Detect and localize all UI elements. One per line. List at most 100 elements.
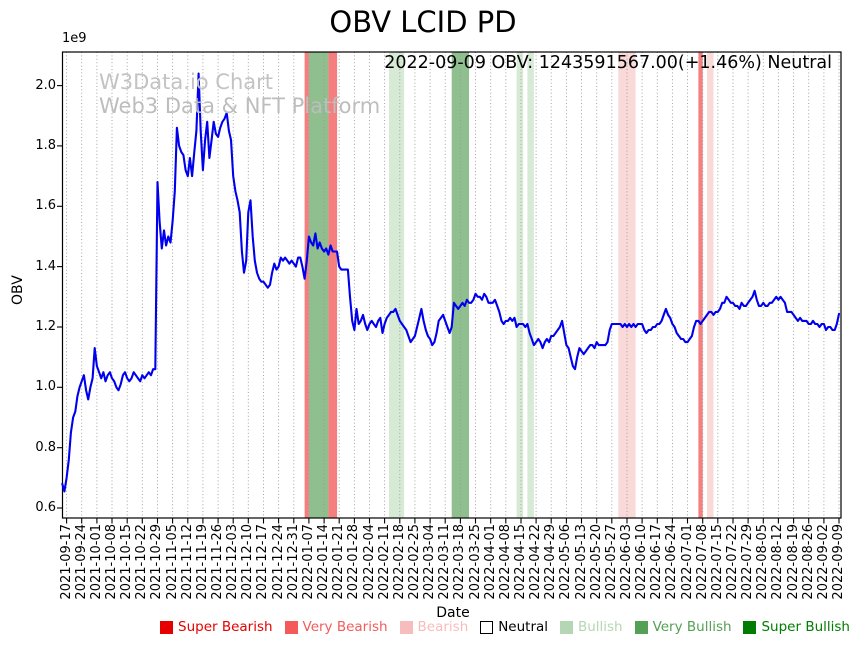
legend-swatch [160,620,173,634]
x-tick-label: 2022-08-26 [800,524,816,600]
x-tick-label: 2022-02-18 [391,524,407,600]
y-tick-label: 1.2 [35,318,56,334]
signal-band-very-bearish [698,52,703,518]
x-tick-label: 2021-10-22 [134,524,150,600]
x-tick-label: 2022-04-15 [512,524,528,600]
x-tick-label: 2021-12-03 [225,524,241,600]
x-tick-label: 2022-07-01 [679,524,695,600]
x-tick-label: 2022-02-04 [361,524,377,600]
x-tick-label: 2021-11-26 [210,524,226,600]
x-tick-label: 2022-07-22 [724,524,740,600]
x-tick-label: 2022-01-21 [331,524,347,600]
watermark-line2: Web3 Data & NFT Platform [99,94,381,118]
legend-label: Bearish [417,619,469,635]
x-tick-label: 2022-08-05 [755,524,771,600]
signal-legend: Super Bearish Very Bearish Bearish Neutral B… [160,619,850,635]
x-tick-label: 2022-01-07 [300,524,316,600]
x-tick-label: 2022-06-24 [664,524,680,600]
x-tick-label: 2022-07-29 [740,524,756,600]
x-tick-label: 2022-07-08 [694,524,710,600]
x-tick-label: 2022-02-25 [406,524,422,600]
watermark-line1: W3Data.io Chart [99,70,274,94]
x-tick-label: 2021-11-19 [194,524,210,600]
signal-band-very-bullish [451,52,469,518]
legend-swatch [284,620,298,634]
y-axis-title: OBV [10,275,26,305]
legend-label: Neutral [498,619,549,635]
y-tick-label: 0.6 [35,500,56,515]
legend-label: Super Bearish [178,619,273,635]
x-tick-label: 2022-02-11 [376,524,392,600]
legend-label: Super Bullish [761,619,850,635]
signal-band-bearish [618,52,636,518]
plot-frame [61,51,842,519]
signal-band-very-bullish [308,52,329,518]
signal-band-bullish [389,52,405,518]
x-tick-label: 2021-09-17 [58,524,74,600]
x-tick-label: 2022-03-25 [467,524,483,600]
x-tick-label: 2021-10-15 [119,524,135,600]
chart-title: OBV LCID PD [329,5,517,39]
legend-label: Very Bearish [302,619,388,635]
y-tick-label: 1.6 [35,198,56,214]
legend-item: Neutral [480,619,548,635]
legend-item: Bearish [399,619,469,635]
legend-item: Super Bearish [160,619,273,635]
x-tick-label: 2021-11-05 [164,524,180,600]
x-tick-label: 2022-07-15 [709,524,725,600]
legend-item: Very Bullish [634,619,732,635]
x-tick-label: 2022-05-13 [573,524,589,600]
signal-band-very-bearish [304,52,309,518]
x-tick-label: 2021-11-12 [179,524,195,600]
x-tick-label: 2022-01-28 [346,524,362,600]
legend-swatch [743,620,757,634]
legend-swatch [399,620,413,634]
x-tick-label: 2022-04-22 [528,524,544,600]
x-tick-label: 2022-09-09 [831,524,846,600]
legend-swatch [559,620,573,634]
x-tick-label: 2022-09-02 [815,524,831,600]
x-tick-label: 2021-12-17 [255,524,271,600]
x-tick-label: 2021-10-01 [88,524,104,600]
x-tick-label: 2022-04-01 [482,524,498,600]
signal-band-bearish [707,52,714,518]
x-tick-label: 2022-03-04 [422,524,438,600]
legend-item: Super Bullish [743,619,850,635]
x-tick-label: 2022-05-06 [558,524,574,600]
signal-band-very-bearish [328,52,338,518]
x-tick-label: 2022-01-14 [316,524,332,600]
x-tick-label: 2021-10-08 [104,524,120,600]
x-tick-label: 2022-04-29 [543,524,559,600]
x-tick-label: 2022-06-17 [649,524,665,600]
legend-label: Very Bullish [652,619,732,635]
y-tick-label: 2.0 [35,77,56,93]
x-axis-title: Date [436,605,470,621]
x-tick-label: 2021-12-31 [285,524,301,600]
x-tick-label: 2022-03-11 [437,524,453,600]
y-tick-label: 1.8 [35,137,56,153]
x-tick-label: 2022-06-10 [634,524,650,600]
x-tick-label: 2022-03-18 [452,524,468,600]
x-tick-label: 2021-10-29 [149,524,165,600]
legend-item: Very Bearish [284,619,388,635]
y-tick-label: 0.8 [35,439,56,455]
y-tick-label: 1.4 [35,258,56,274]
x-tick-label: 2021-12-10 [240,524,256,600]
x-tick-label: 2022-04-08 [497,524,513,600]
x-tick-label: 2022-05-20 [588,524,604,600]
y-axis-offset-label: 1e9 [62,31,87,46]
y-tick-label: 1.0 [35,379,56,395]
legend-swatch [480,620,494,634]
latest-reading-annotation: 2022-09-09 OBV: 1243591567.00(+1.46%) Ne… [384,53,832,73]
obv-line-series [61,72,841,493]
legend-swatch [634,620,648,634]
x-tick-label: 2022-08-12 [770,524,786,600]
x-tick-label: 2022-06-03 [618,524,634,600]
signal-band-bullish [516,52,524,518]
x-tick-label: 2021-12-24 [270,524,286,600]
x-tick-label: 2021-09-24 [73,524,89,600]
x-tick-label: 2022-05-27 [603,524,619,600]
signal-band-bullish [527,52,534,518]
